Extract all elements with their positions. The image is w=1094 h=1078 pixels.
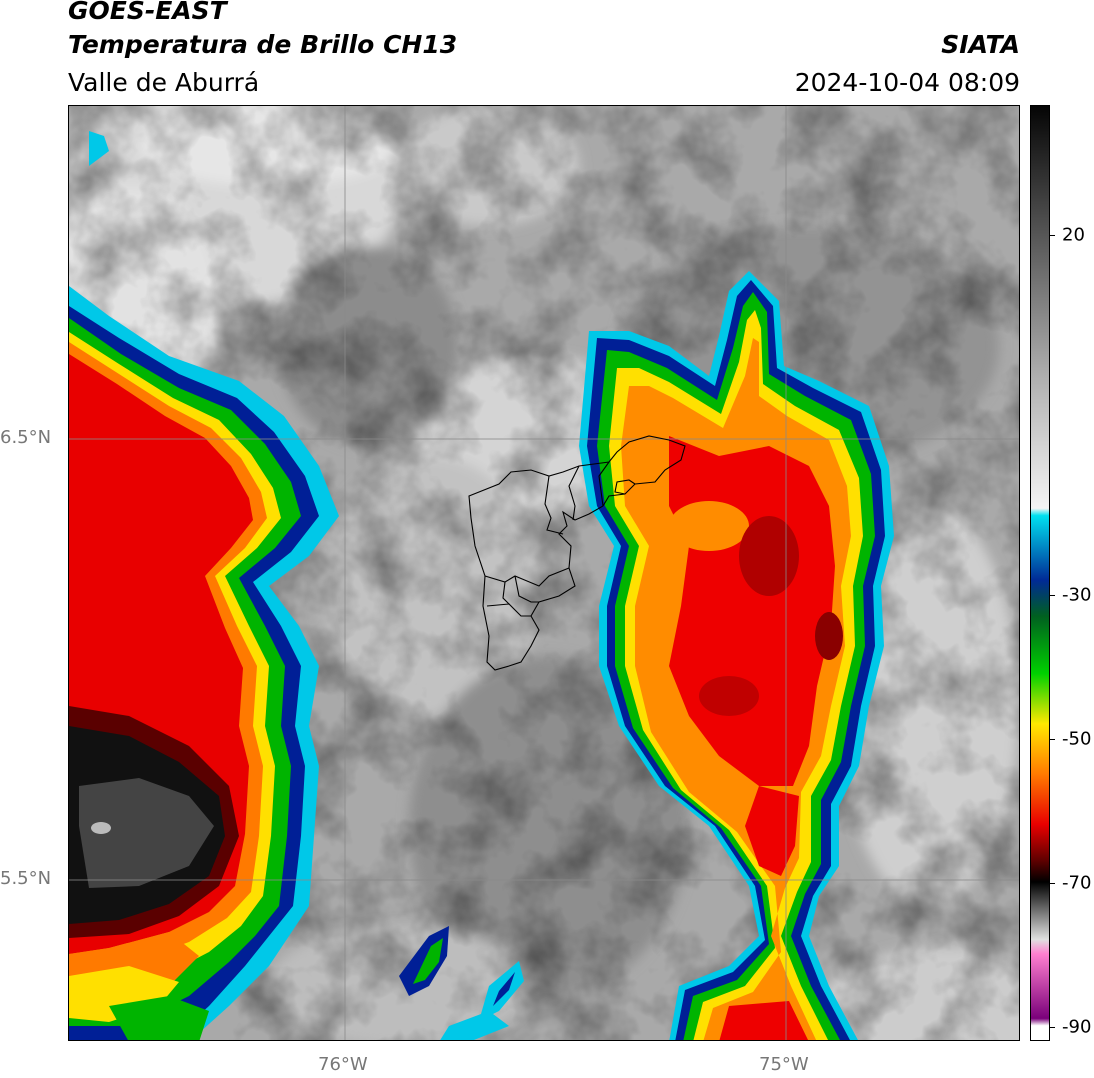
east-storm <box>579 271 894 1040</box>
colorbar-tick-mark <box>1050 882 1055 884</box>
municipal-line-4 <box>484 567 570 587</box>
municipality-boundaries <box>468 435 686 671</box>
colorbar <box>1030 105 1050 1041</box>
colorbar-tick-mark <box>1050 1026 1055 1028</box>
lat-label-6-5: 6.5°N <box>0 427 52 448</box>
west-storm <box>69 286 339 1040</box>
colorbar-tick-label: 20 <box>1062 224 1085 246</box>
municipal-line-1 <box>544 475 564 535</box>
municipal-line-6 <box>502 581 510 605</box>
municipal-line-2 <box>568 465 580 521</box>
colorbar-tick-mark <box>1050 594 1055 596</box>
region-name: Valle de Aburrá <box>68 68 260 97</box>
municipal-line-5 <box>486 603 531 617</box>
map-svg <box>69 106 1019 1040</box>
lat-label-5-5: 5.5°N <box>0 868 52 889</box>
channel-title: Temperatura de Brillo CH13 <box>68 30 458 59</box>
colorbar-tick-label: -30 <box>1062 584 1092 606</box>
colorbar-tick-label: -90 <box>1062 1016 1092 1038</box>
graticule <box>69 106 1019 1040</box>
datetime-label: 2024-10-04 08:09 <box>794 68 1020 97</box>
municipal-line-7 <box>514 575 539 603</box>
colorbar-tick-label: -50 <box>1062 728 1092 750</box>
municipal-line-3 <box>598 461 610 507</box>
colorbar-tick-mark <box>1050 738 1055 740</box>
municipal-line-8 <box>614 479 636 495</box>
colorbar-tick-label: -70 <box>1062 872 1092 894</box>
product-title: GOES-EAST <box>68 0 227 25</box>
lon-label-76: 76°W <box>318 1054 368 1075</box>
colorbar-tick-mark <box>1050 234 1055 236</box>
south-cells <box>89 131 524 1040</box>
lon-label-75: 75°W <box>759 1054 809 1075</box>
source-label: SIATA <box>941 30 1020 59</box>
satellite-map[interactable] <box>68 105 1020 1041</box>
